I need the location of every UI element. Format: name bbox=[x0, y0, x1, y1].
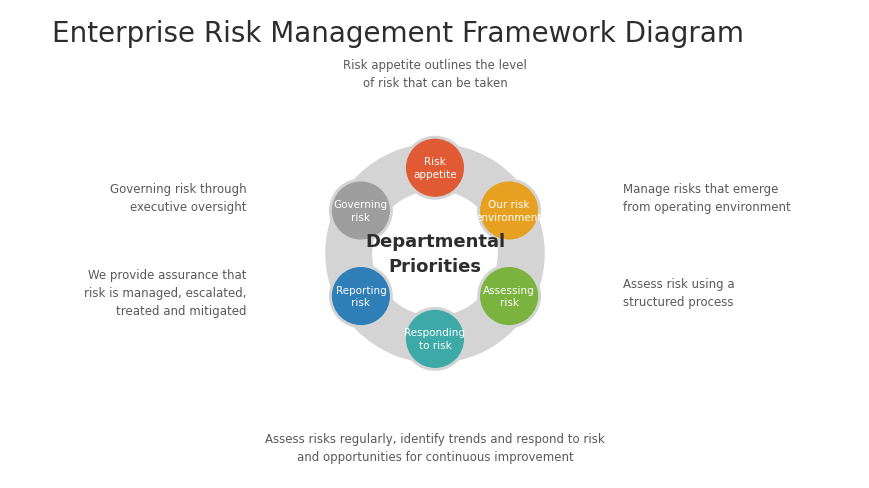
Circle shape bbox=[332, 268, 388, 325]
Circle shape bbox=[332, 183, 388, 239]
Circle shape bbox=[481, 268, 537, 325]
Circle shape bbox=[403, 308, 466, 370]
Text: We provide assurance that
risk is managed, escalated,
treated and mitigated: We provide assurance that risk is manage… bbox=[84, 268, 247, 317]
Circle shape bbox=[477, 265, 540, 328]
Text: Governing
risk: Governing risk bbox=[334, 200, 388, 223]
Text: Our risk
environment: Our risk environment bbox=[475, 200, 541, 223]
Circle shape bbox=[329, 180, 392, 242]
Text: Risk appetite outlines the level
of risk that can be taken: Risk appetite outlines the level of risk… bbox=[342, 59, 527, 89]
Text: Assess risks regularly, identify trends and respond to risk
and opportunities fo: Assess risks regularly, identify trends … bbox=[265, 432, 604, 463]
Text: Responding
to risk: Responding to risk bbox=[404, 328, 465, 350]
Circle shape bbox=[481, 183, 537, 239]
Text: Assessing
risk: Assessing risk bbox=[482, 285, 534, 308]
Circle shape bbox=[406, 140, 463, 197]
Circle shape bbox=[373, 192, 496, 316]
Text: Governing risk through
executive oversight: Governing risk through executive oversig… bbox=[110, 182, 247, 213]
Text: Manage risks that emerge
from operating environment: Manage risks that emerge from operating … bbox=[622, 182, 790, 213]
Text: Enterprise Risk Management Framework Diagram: Enterprise Risk Management Framework Dia… bbox=[52, 20, 743, 47]
Circle shape bbox=[477, 180, 540, 242]
Text: Assess risk using a
structured process: Assess risk using a structured process bbox=[622, 277, 734, 308]
Text: Risk
appetite: Risk appetite bbox=[413, 157, 456, 180]
Circle shape bbox=[326, 145, 543, 363]
Circle shape bbox=[406, 311, 463, 367]
Text: Reporting
risk: Reporting risk bbox=[335, 285, 386, 308]
Text: Departmental
Priorities: Departmental Priorities bbox=[364, 232, 505, 275]
Circle shape bbox=[329, 265, 392, 328]
Circle shape bbox=[403, 137, 466, 200]
